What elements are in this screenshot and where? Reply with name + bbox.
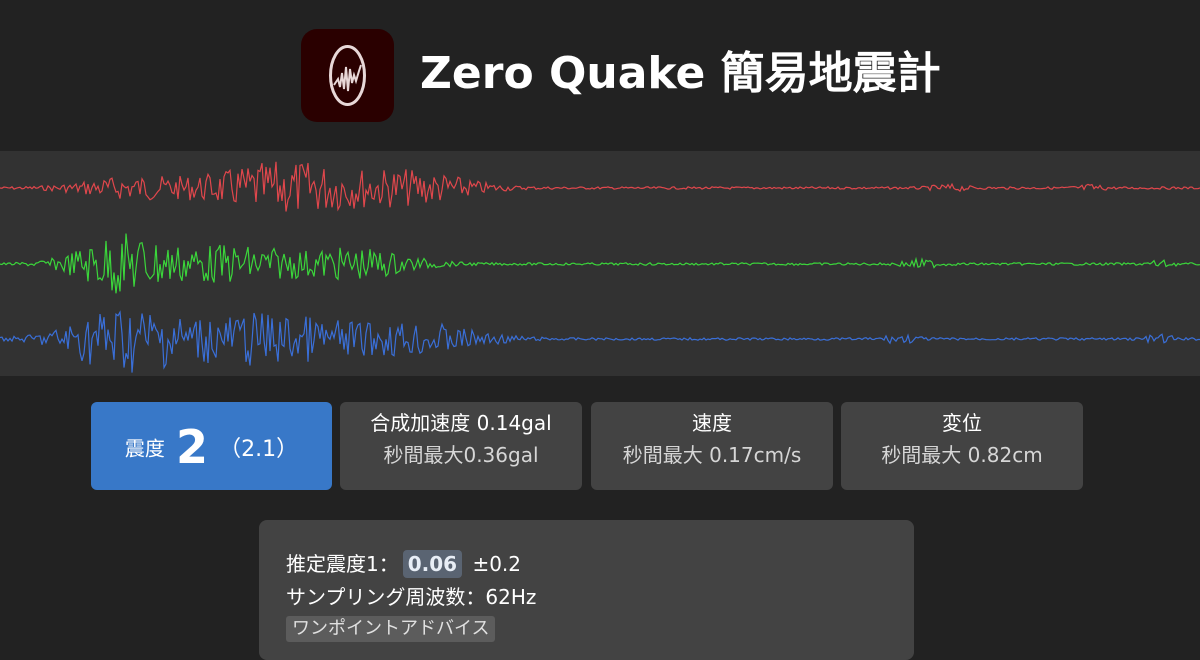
estimated-intensity-label: 推定震度1： <box>286 552 399 576</box>
acceleration-max: 秒間最大0.36gal <box>383 443 539 467</box>
displacement-card: 変位 秒間最大 0.82cm <box>841 402 1083 490</box>
intensity-precise-value: （2.1） <box>219 437 299 462</box>
waveform-panel <box>0 151 1200 376</box>
displacement-title: 変位 <box>942 411 982 435</box>
displacement-max: 秒間最大 0.82cm <box>881 443 1043 467</box>
acceleration-card: 合成加速度 0.14gal 秒間最大0.36gal <box>340 402 582 490</box>
seismograph-icon <box>329 45 366 106</box>
app-header: Zero Quake 簡易地震計 <box>0 0 1200 150</box>
waveform-chart <box>0 161 1200 373</box>
intensity-card: 震度 2 （2.1） <box>91 402 332 490</box>
waveform-blue-channel <box>0 310 1200 373</box>
seismograph-app-icon <box>301 29 394 122</box>
estimated-intensity-value: 0.06 <box>402 550 463 578</box>
estimated-intensity-row: 推定震度1： 0.06 ±0.2 <box>286 549 521 579</box>
sampling-frequency-row: サンプリング周波数：62Hz <box>286 585 537 609</box>
waveform-green-channel <box>0 233 1200 294</box>
intensity-label: 震度 <box>124 436 165 461</box>
info-panel: 推定震度1： 0.06 ±0.2 サンプリング周波数：62Hz ワンポイントアドバ… <box>259 520 914 660</box>
app-title: Zero Quake 簡易地震計 <box>420 48 941 99</box>
advice-button[interactable]: ワンポイントアドバイス <box>286 616 496 642</box>
acceleration-title: 合成加速度 0.14gal <box>370 411 552 435</box>
intensity-value: 2 <box>175 420 208 474</box>
velocity-title: 速度 <box>692 411 732 435</box>
estimated-intensity-error: ±0.2 <box>472 552 522 576</box>
velocity-max: 秒間最大 0.17cm/s <box>622 443 802 467</box>
waveform-red-channel <box>0 161 1200 212</box>
velocity-card: 速度 秒間最大 0.17cm/s <box>591 402 833 490</box>
